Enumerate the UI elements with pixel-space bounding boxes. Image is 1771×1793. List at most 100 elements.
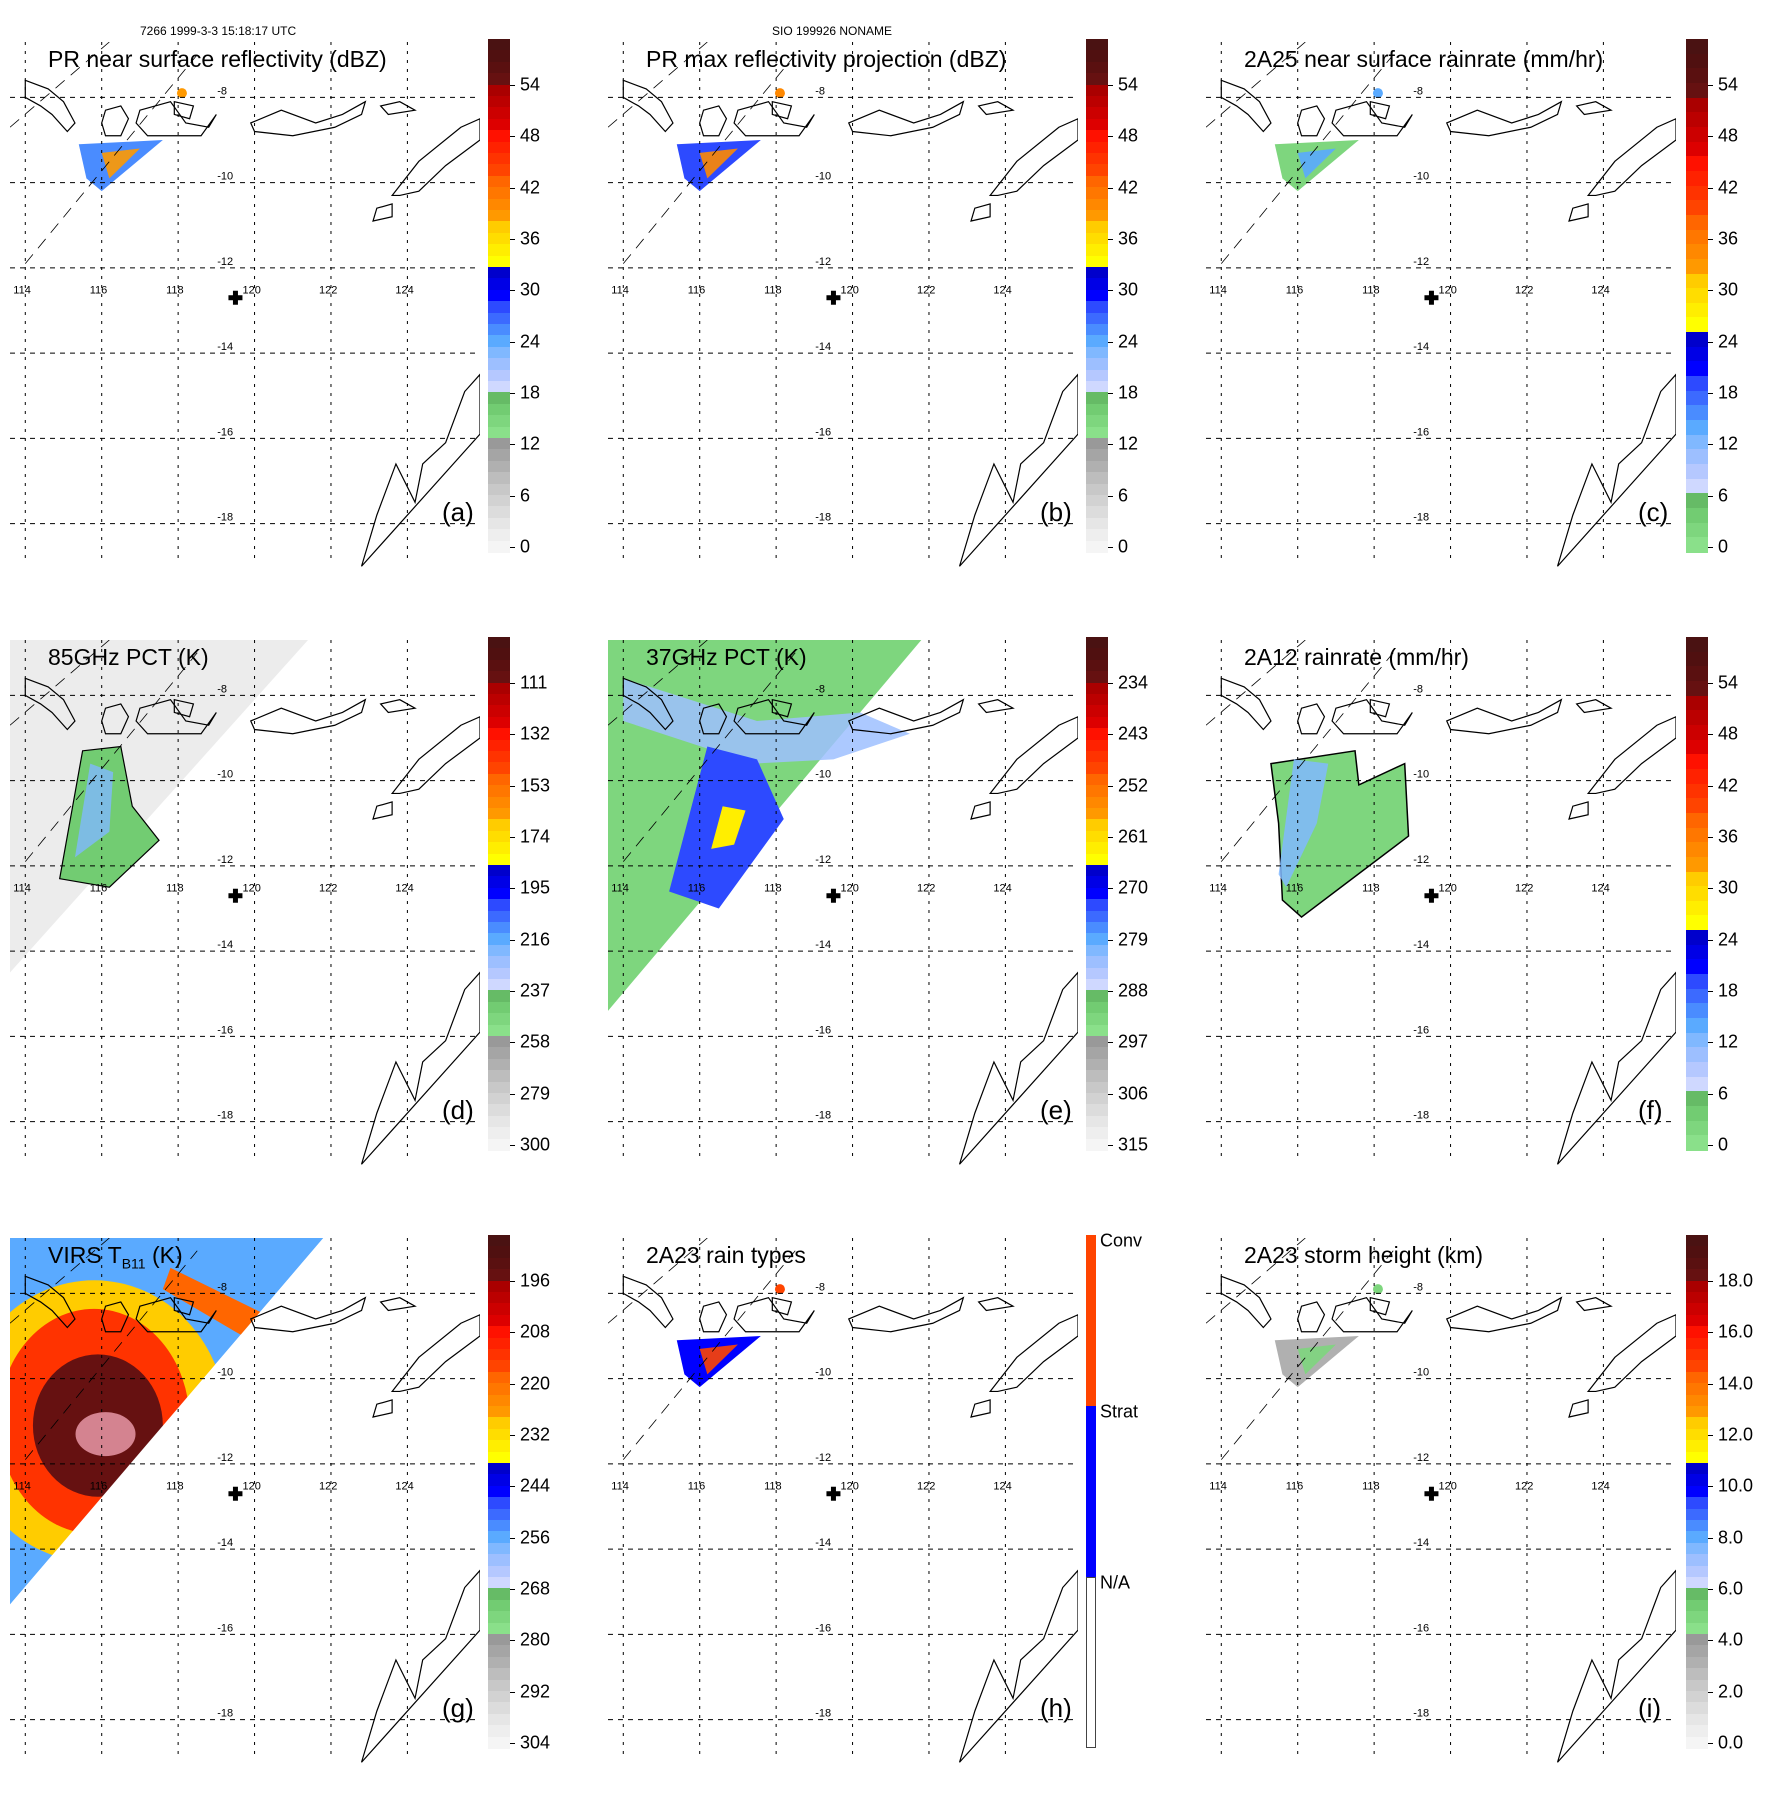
colorbar-tick-label: 54 (1718, 672, 1739, 693)
colorbar-swatch (1686, 900, 1708, 917)
colorbar-swatch (1686, 141, 1708, 157)
coastline (988, 118, 1078, 197)
colorbar-swatch (488, 1656, 510, 1669)
panel-title-text: 2A25 near surface rainrate (mm/hr) (1244, 46, 1604, 72)
colorbar-tick-label: 153 (520, 775, 551, 796)
coastline (1586, 1314, 1676, 1393)
colorbar-swatch (1686, 1292, 1708, 1304)
colorbar-swatch (1086, 107, 1108, 120)
colorbar-swatch (1686, 1577, 1708, 1589)
lon-tick-label: 124 (993, 284, 1011, 296)
colorbar-swatch (488, 728, 510, 741)
colorbar-tick (510, 546, 515, 548)
panel-title-c: 2A25 near surface rainrate (mm/hr) (1244, 46, 1603, 73)
colorbar-swatch (488, 198, 510, 211)
colorbar-swatch (1686, 434, 1708, 450)
colorbar-swatch (488, 1303, 510, 1316)
colorbar-swatch (1086, 403, 1108, 416)
colorbar-swatch (1086, 175, 1108, 188)
coastline (1556, 1569, 1676, 1763)
coastline (977, 101, 1015, 116)
colorbar-swatch (1686, 1736, 1708, 1749)
coastline (24, 677, 76, 731)
colorbar-tick-label: 237 (520, 980, 551, 1001)
colorbar-tick (1708, 1486, 1713, 1488)
colorbar-swatch (1086, 358, 1108, 371)
pr-echo-core (101, 148, 140, 179)
lat-tick-label: -18 (815, 1110, 831, 1122)
colorbar-tick (1108, 341, 1113, 343)
coastline (173, 698, 195, 718)
orbit-timestamp-header: 7266 1999-3-3 15:18:17 UTC (140, 24, 297, 38)
lon-tick-label: 122 (917, 882, 935, 894)
colorbar-swatch (488, 1314, 510, 1327)
lon-tick-label: 116 (1286, 882, 1304, 894)
colorbar-swatch (1686, 1360, 1708, 1373)
colorbar-tick-label: 6 (1718, 1083, 1729, 1104)
swath-edge-line (622, 54, 796, 264)
colorbar-swatch (488, 1093, 510, 1105)
colorbar-tick (510, 1383, 515, 1385)
colorbar-swatch (488, 1036, 510, 1048)
colorbar-swatch (488, 910, 510, 923)
colorbar-tick-label: 279 (1118, 929, 1149, 950)
colorbar-tick (1108, 939, 1113, 941)
colorbar-swatch (488, 529, 510, 542)
colorbar-swatch (488, 61, 510, 74)
colorbar-tick (1108, 990, 1113, 992)
colorbar-swatch (1086, 73, 1108, 86)
colorbar-swatch (488, 1115, 510, 1128)
colorbar-swatch (488, 1691, 510, 1703)
colorbar-tick (1708, 1281, 1713, 1283)
colorbar-swatch (1686, 68, 1708, 84)
colorbar-tick (1108, 785, 1113, 787)
lon-tick-label: 114 (1209, 882, 1227, 894)
colorbar-swatch (1686, 112, 1708, 128)
colorbar-tick (1108, 837, 1113, 839)
colorbar-tick-label: 6.0 (1718, 1578, 1744, 1599)
colorbar-tick (510, 187, 515, 189)
colorbar-swatch (488, 278, 510, 291)
lon-tick-label: 122 (319, 284, 337, 296)
colorbar-swatch (1686, 1269, 1708, 1282)
colorbar-swatch (488, 671, 510, 684)
colorbar-tick-label: 279 (520, 1083, 551, 1104)
colorbar-swatch (488, 175, 510, 188)
colorbar-swatch (488, 415, 510, 428)
colorbar-swatch (488, 1383, 510, 1396)
colorbar-tick (1108, 888, 1113, 890)
lat-tick-label: -10 (1413, 769, 1429, 781)
colorbar-swatch (1086, 460, 1108, 473)
lat-tick-label: -18 (1413, 512, 1429, 524)
colorbar-tick (1708, 187, 1713, 189)
colorbar-swatch (1686, 1463, 1708, 1475)
colorbar-swatch (1086, 540, 1108, 553)
lon-tick-label: 124 (395, 882, 413, 894)
colorbar-swatch (1086, 796, 1108, 809)
lon-tick-label: 114 (611, 1480, 629, 1492)
colorbar-tick-label: 196 (520, 1270, 551, 1291)
colorbar-swatch (1686, 754, 1708, 770)
colorbar-tick (1708, 1640, 1713, 1642)
colorbar-swatch (1086, 1058, 1108, 1071)
colorbar-swatch (1686, 1394, 1708, 1407)
colorbar-swatch (1086, 933, 1108, 946)
colorbar-swatch (1086, 278, 1108, 291)
coastline (970, 801, 991, 820)
lon-tick-label: 124 (1591, 284, 1609, 296)
lon-tick-label: 114 (611, 284, 629, 296)
pr-echo-cell (1372, 1284, 1383, 1295)
lat-tick-label: -18 (1413, 1110, 1429, 1122)
colorbar-swatch (1086, 267, 1108, 279)
colorbar-tick (1708, 1383, 1713, 1385)
colorbar-swatch (1686, 346, 1708, 363)
lat-tick-label: -12 (217, 1452, 233, 1464)
colorbar-swatch (488, 1246, 510, 1259)
coastline (1586, 716, 1676, 795)
colorbar-tick-label: 12.0 (1718, 1424, 1754, 1445)
panel-g: 114 116 118 120 122 124 -8 -10 -12 -14 -16 -18 VIRS … (10, 1235, 600, 1793)
colorbar-tick-label: 2.0 (1718, 1681, 1744, 1702)
lat-tick-label: -18 (217, 512, 233, 524)
lon-tick-label: 116 (90, 882, 108, 894)
colorbar-swatch (1686, 1257, 1708, 1270)
